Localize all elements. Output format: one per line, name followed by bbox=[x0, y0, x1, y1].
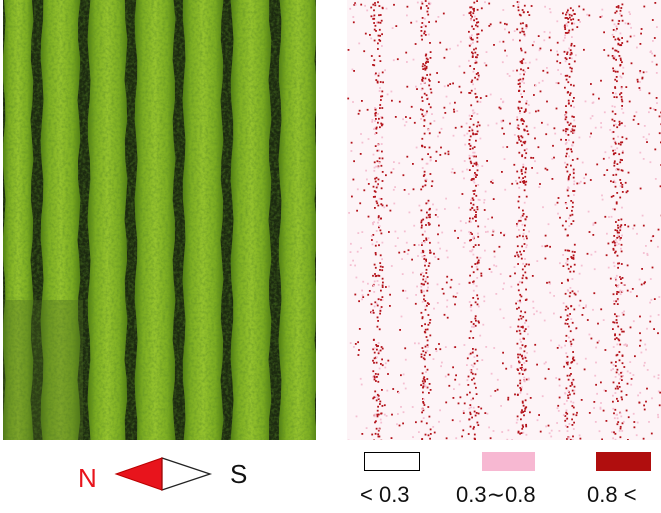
aerial-crop-photo bbox=[3, 0, 316, 440]
north-label: N bbox=[78, 463, 97, 493]
legend-label-high: 0.8 < bbox=[587, 482, 637, 507]
legend-swatch-low bbox=[364, 452, 420, 471]
compass: N S bbox=[78, 452, 258, 502]
south-label: S bbox=[230, 459, 248, 489]
legend-label-low: < 0.3 bbox=[360, 482, 410, 507]
direction-arrow-icon bbox=[114, 457, 213, 491]
legend-swatch-high bbox=[596, 452, 651, 471]
density-map bbox=[347, 0, 661, 440]
legend-swatch-mid bbox=[482, 452, 535, 471]
legend-label-mid: 0.3∼0.8 bbox=[456, 482, 536, 507]
